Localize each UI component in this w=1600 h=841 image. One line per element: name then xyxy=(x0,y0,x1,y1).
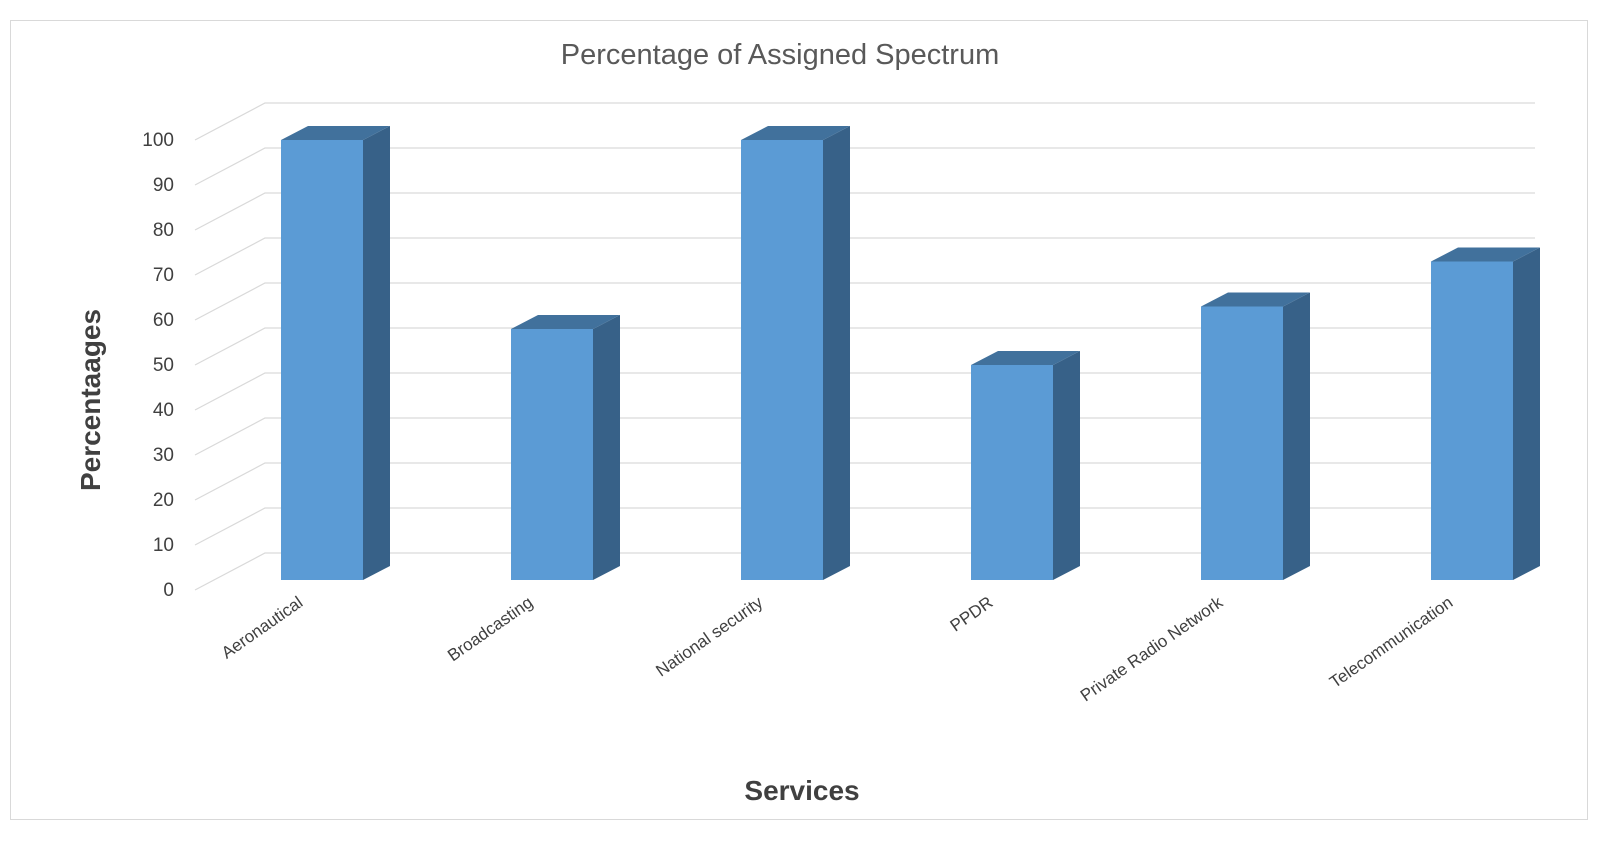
bar-front-face xyxy=(971,365,1053,580)
y-tick-label: 20 xyxy=(153,490,174,511)
bar xyxy=(281,126,390,580)
gridline xyxy=(194,327,1535,366)
y-tick-label: 30 xyxy=(153,445,174,466)
bar-front-face xyxy=(741,140,823,580)
gridline xyxy=(194,552,1535,591)
category-label: PPDR xyxy=(947,593,997,636)
gridline xyxy=(194,507,1535,546)
x-axis-title: Services xyxy=(744,775,859,806)
category-label: National security xyxy=(652,592,766,680)
bar-top-face xyxy=(1431,247,1540,262)
bars xyxy=(281,126,1540,580)
chart-title: Percentage of Assigned Spectrum xyxy=(561,39,999,71)
category-label: Private Radio Network xyxy=(1077,592,1227,705)
bar-top-face xyxy=(511,315,620,329)
y-tick-labels: 0 10 20 30 40 50 60 70 80 90 100 xyxy=(142,130,174,601)
bar-front-face xyxy=(1431,261,1513,580)
bar-top-face xyxy=(741,126,850,140)
gridline xyxy=(194,147,1535,186)
bar xyxy=(971,351,1080,580)
bar xyxy=(1201,292,1310,580)
gridline xyxy=(194,102,1535,141)
bar-side-face xyxy=(363,126,390,580)
y-tick-label: 90 xyxy=(153,175,174,196)
bar-top-face xyxy=(281,126,390,140)
bar-side-face xyxy=(1053,351,1080,580)
bar xyxy=(741,126,850,580)
bar-side-face xyxy=(1513,247,1540,580)
gridlines xyxy=(194,102,1535,591)
bar xyxy=(1431,247,1540,580)
category-label: Aeronautical xyxy=(218,593,306,663)
bar-side-face xyxy=(593,315,620,580)
gridline xyxy=(194,462,1535,501)
y-tick-label: 60 xyxy=(153,310,174,331)
y-tick-label: 50 xyxy=(153,355,174,376)
gridline xyxy=(194,417,1535,456)
y-tick-label: 100 xyxy=(142,130,174,151)
category-labels: Aeronautical Broadcasting National securit… xyxy=(218,592,1456,705)
bar-top-face xyxy=(971,351,1080,365)
bar-front-face xyxy=(511,329,593,580)
gridline xyxy=(194,192,1535,231)
bar-top-face xyxy=(1201,292,1310,307)
y-tick-label: 0 xyxy=(163,580,174,601)
y-tick-label: 10 xyxy=(153,535,174,556)
y-tick-label: 80 xyxy=(153,220,174,241)
bar xyxy=(511,315,620,580)
y-tick-label: 40 xyxy=(153,400,174,421)
bar-side-face xyxy=(823,126,850,580)
y-axis-title: Percentaages xyxy=(75,309,106,491)
bar-front-face xyxy=(1201,306,1283,580)
bar-side-face xyxy=(1283,292,1310,580)
gridline xyxy=(194,282,1535,321)
bar-front-face xyxy=(281,140,363,580)
category-label: Broadcasting xyxy=(444,593,536,665)
gridline xyxy=(194,237,1535,276)
gridline xyxy=(194,372,1535,411)
category-label: Telecommunication xyxy=(1326,593,1456,692)
y-tick-label: 70 xyxy=(153,265,174,286)
